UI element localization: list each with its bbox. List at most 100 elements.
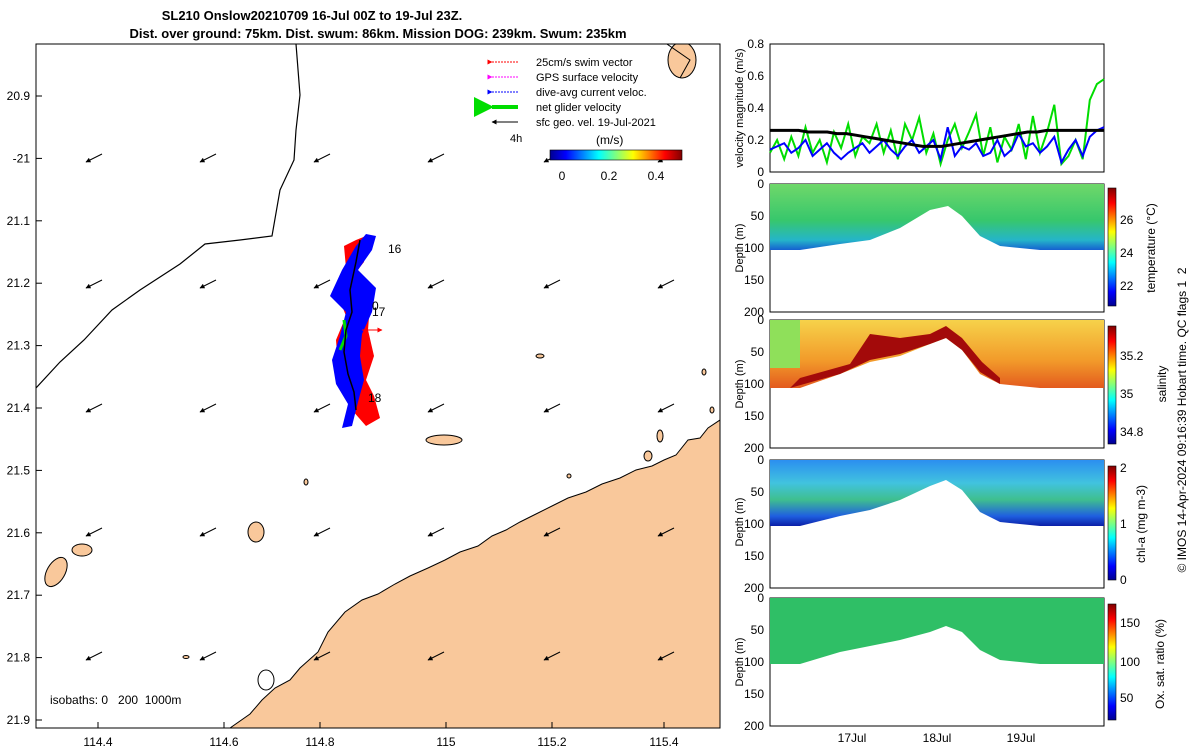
geo-arrow — [657, 403, 675, 413]
geo-arrow — [427, 651, 445, 661]
xtick-17jul: 17Jul — [838, 731, 867, 745]
salinity-colorbar — [1107, 325, 1117, 445]
geo-arrow — [313, 153, 331, 163]
coastline-isobath — [36, 44, 301, 389]
oxygen-cb-50: 50 — [1120, 691, 1134, 705]
chla-cb-2: 2 — [1120, 461, 1127, 475]
isobath-small — [666, 44, 691, 79]
day-label-0: 0 — [372, 299, 379, 313]
island-5 — [535, 353, 545, 359]
legend-4h: 4h — [510, 133, 522, 145]
island-13 — [566, 473, 572, 479]
geo-arrow — [85, 153, 103, 163]
map-colorbar — [549, 149, 683, 161]
geo-arrow — [85, 279, 103, 289]
salinity-field — [770, 320, 1104, 388]
depth-ytick-label: 50 — [751, 209, 765, 223]
map-ytick-label: 21.9 — [7, 713, 31, 727]
island-14 — [257, 669, 275, 691]
velocity-y-ticks: 0 0.2 0.4 0.6 0.8 — [747, 37, 764, 179]
map-legend: 25cm/s swim vector GPS surface velocity … — [474, 57, 683, 183]
velocity-panel: 0 0.2 0.4 0.6 0.8 velocity magnitude (m/s) — [734, 37, 1105, 179]
temperature-panel: Depth (m) 22 24 26 temperature (°C) — [734, 183, 1158, 313]
colorbar-tick-0: 0 — [559, 169, 566, 183]
map-xtick-label: 114.8 — [305, 735, 334, 749]
depth-ytick-label: 0 — [757, 591, 764, 605]
geo-arrow — [657, 527, 675, 537]
oxygen-cblabel: Ox. sat. ratio (%) — [1153, 619, 1167, 709]
chla-field — [770, 460, 1104, 526]
geo-arrow — [313, 403, 331, 413]
depth-ytick-label: 0 — [757, 453, 764, 467]
map-ytick-label: 21.6 — [7, 526, 31, 540]
series-dive_avg — [769, 126, 1105, 166]
depth-y-ticks: 0501001502000501001502000501001502000501… — [744, 177, 764, 733]
geo-arrow — [543, 279, 561, 289]
depth-ytick-label: 0 — [757, 177, 764, 191]
island-11 — [709, 406, 715, 414]
salinity-cblabel: salinity — [1155, 366, 1169, 403]
xtick-18jul: 18Jul — [923, 731, 952, 745]
map-y-ticks: 20.9 -21 21.1 21.2 21.3 21.4 21.5 21.6 21.7 21.8 2… — [7, 89, 42, 727]
chla-cblabel: chl-a (mg m-3) — [1134, 485, 1148, 563]
legend-swim-label: 25cm/s swim vector — [536, 57, 633, 69]
geo-arrow — [85, 651, 103, 661]
day-label-17: 17 — [372, 305, 386, 319]
geo-arrow — [427, 403, 445, 413]
geo-velocity-arrows — [85, 153, 675, 661]
map-ytick-label: 21.1 — [7, 214, 31, 228]
map-ytick-label: 21.4 — [7, 401, 31, 415]
oxygen-colorbar — [1107, 603, 1117, 721]
colorbar-tick-2: 0.4 — [648, 169, 665, 183]
xtick-19jul: 19Jul — [1007, 731, 1036, 745]
depth-ytick-label: 150 — [744, 409, 764, 423]
geo-arrow — [199, 527, 217, 537]
temperature-ylabel: Depth (m) — [734, 224, 746, 273]
geo-arrow — [199, 279, 217, 289]
geo-arrow — [427, 279, 445, 289]
depth-ytick-label: 200 — [744, 719, 764, 733]
depth-ytick-label: 100 — [744, 517, 764, 531]
legend-net-label: net glider velocity — [536, 102, 621, 114]
geo-arrow — [543, 651, 561, 661]
depth-ytick-label: 50 — [751, 623, 765, 637]
geo-arrow — [427, 153, 445, 163]
chla-colorbar — [1107, 465, 1117, 581]
day-label-18: 18 — [368, 391, 382, 405]
velocity-ytick-label: 0.4 — [747, 101, 764, 115]
series-geo — [770, 128, 1104, 148]
depth-ytick-label: 200 — [744, 581, 764, 595]
velocity-ytick-label: 0.6 — [747, 69, 764, 83]
geo-arrow — [199, 153, 217, 163]
depth-ytick-label: 150 — [744, 549, 764, 563]
geo-arrow — [85, 527, 103, 537]
map-panel: 16 0 17 18 25cm/s swim vector GPS surfac… — [7, 43, 721, 749]
oxygen-field — [770, 598, 1104, 664]
map-ytick-label: 21.7 — [7, 588, 31, 602]
geo-arrow — [543, 403, 561, 413]
footer-credit: © IMOS 14-Apr-2024 09:16:39 Hobart time.… — [1175, 267, 1189, 572]
depth-ytick-label: 200 — [744, 441, 764, 455]
glider-track: 16 0 17 18 — [330, 234, 402, 428]
island-6 — [656, 429, 664, 443]
chla-cb-0: 0 — [1120, 573, 1127, 587]
depth-ytick-label: 150 — [744, 273, 764, 287]
geo-arrow — [657, 651, 675, 661]
map-frame — [35, 43, 721, 729]
land-mainland — [229, 419, 720, 728]
temperature-cb-24: 24 — [1120, 246, 1134, 260]
title-line2: Dist. over ground: 75km. Dist. swum: 86k… — [129, 26, 626, 41]
day-label-16: 16 — [388, 242, 402, 256]
salinity-high-band — [790, 326, 1000, 388]
island-4 — [247, 521, 265, 543]
salinity-low-patch — [770, 320, 800, 368]
island-1 — [425, 434, 463, 446]
map-ytick-label: 21.5 — [7, 463, 31, 477]
legend-gps-label: GPS surface velocity — [536, 72, 639, 84]
depth-ytick-label: 50 — [751, 485, 765, 499]
island-8 — [667, 44, 697, 79]
temperature-cb-26: 26 — [1120, 213, 1134, 227]
colorbar-tick-1: 0.2 — [601, 169, 618, 183]
map-ytick-label: -21 — [13, 151, 31, 165]
